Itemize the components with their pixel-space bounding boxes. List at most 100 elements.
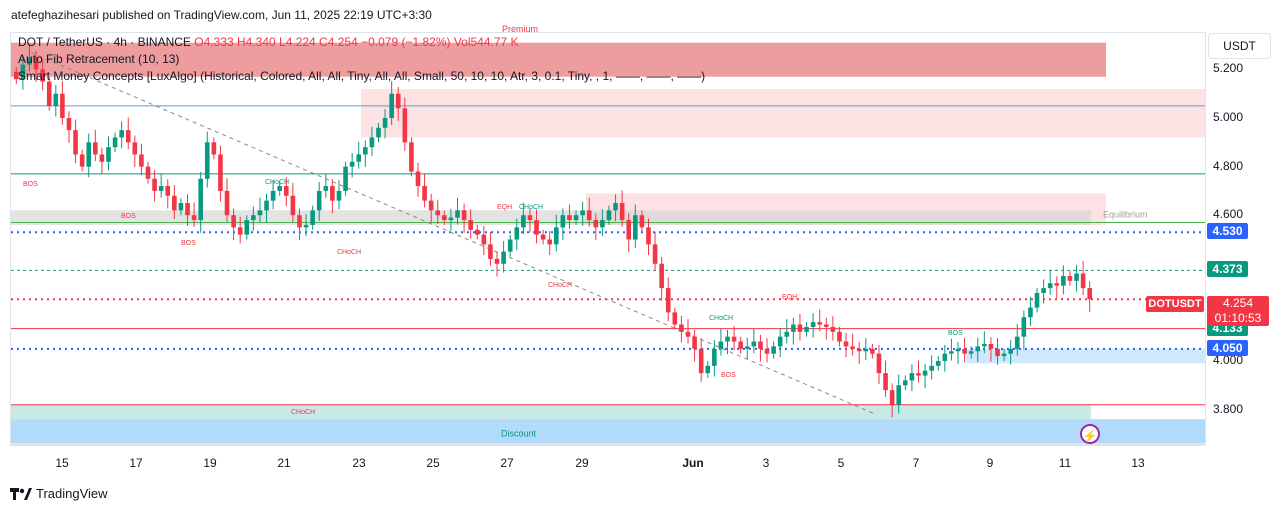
candle-body-47 xyxy=(323,186,329,191)
candle-body-77 xyxy=(521,215,526,228)
tv-logo-icon xyxy=(10,487,32,500)
time-label: 3 xyxy=(762,456,770,470)
zone-supply-1 xyxy=(361,88,1205,138)
candle-body-65 xyxy=(442,215,447,221)
candle-body-138 xyxy=(922,370,928,376)
annotation-eqh: EQH xyxy=(497,204,512,211)
candle-body-100 xyxy=(672,312,678,325)
time-label: 17 xyxy=(129,456,143,470)
candle-body-36 xyxy=(251,215,256,221)
annotation-choch: CHoCH xyxy=(519,204,543,211)
candle-body-159 xyxy=(1061,275,1066,286)
candle-body-26 xyxy=(185,203,190,216)
candle-body-117 xyxy=(784,331,790,337)
candle-body-121 xyxy=(810,322,816,327)
candle-body-111 xyxy=(744,346,750,349)
indicator-fib[interactable]: Auto Fib Retracement (10, 13) xyxy=(18,52,180,66)
candle-body-114 xyxy=(764,348,770,354)
candle-body-135 xyxy=(903,380,908,386)
candle-body-150 xyxy=(1001,353,1007,357)
candle-body-64 xyxy=(435,210,441,216)
candle-body-74 xyxy=(501,251,506,264)
candle-body-24 xyxy=(172,195,177,211)
chart-pane[interactable]: BOS BOS BOS CHoCH CHoCH EQH CHoCH CHoCH EQH CHoCH… xyxy=(10,32,1205,445)
candle-body-130 xyxy=(870,348,875,354)
candle-body-88 xyxy=(593,220,599,228)
symbol-label[interactable]: DOT / TetherUS · 4h · BINANCE xyxy=(18,35,191,49)
candle-body-132 xyxy=(883,373,888,391)
candle-body-151 xyxy=(1008,348,1013,354)
candle-body-58 xyxy=(395,93,401,109)
candle-body-30 xyxy=(211,142,217,155)
candle-body-146 xyxy=(975,346,981,352)
price-level-badge: 4.050 xyxy=(1207,339,1248,356)
candle-body-66 xyxy=(448,217,454,221)
price-tick: 4.000 xyxy=(1213,352,1244,367)
candle-body-29 xyxy=(204,142,210,179)
candle-body-44 xyxy=(303,224,309,228)
candle-body-87 xyxy=(586,210,592,221)
candle-body-49 xyxy=(336,190,342,201)
candle-body-141 xyxy=(942,353,948,361)
candle-body-22 xyxy=(158,186,164,191)
zone-demand-green xyxy=(11,404,1091,420)
candle-body-108 xyxy=(725,336,730,342)
candle-body-119 xyxy=(797,324,803,332)
discount-label: Discount xyxy=(501,428,537,438)
candle-body-154 xyxy=(1028,307,1033,318)
lightning-icon[interactable]: ⚡ xyxy=(1080,424,1100,444)
time-label: 11 xyxy=(1058,456,1072,470)
candle-body-73 xyxy=(494,258,500,264)
candle-body-19 xyxy=(139,154,144,167)
candle-body-57 xyxy=(389,93,394,119)
candle-body-3 xyxy=(33,57,39,70)
candle-body-54 xyxy=(369,137,375,148)
indicator-smc[interactable]: Smart Money Concepts [LuxAlgo] (Historic… xyxy=(18,69,706,83)
candle-body-145 xyxy=(968,351,974,354)
candle-body-45 xyxy=(310,210,315,225)
candle-body-155 xyxy=(1034,292,1040,308)
candle-body-38 xyxy=(264,200,269,211)
time-axis[interactable]: 15 17 19 21 23 25 27 29 Jun 3 5 7 9 11 13 xyxy=(10,445,1205,474)
candle-body-12 xyxy=(93,142,98,155)
candle-body-51 xyxy=(349,161,355,167)
symbol-row[interactable]: DOT / TetherUS · 4h · BINANCE O4.333 H4.… xyxy=(18,34,705,51)
candle-body-153 xyxy=(1021,317,1027,337)
candle-body-78 xyxy=(527,215,533,221)
price-axis[interactable] xyxy=(1205,32,1281,445)
annotation-bos: BOS xyxy=(948,330,963,337)
candle-body-92 xyxy=(619,203,625,221)
time-label: 5 xyxy=(837,456,845,470)
tradingview-logo[interactable]: TradingView xyxy=(10,486,108,501)
price-chart[interactable]: BOS BOS BOS CHoCH CHoCH EQH CHoCH CHoCH EQH CHoCH… xyxy=(11,33,1205,445)
candle-body-113 xyxy=(758,341,763,349)
candle-body-120 xyxy=(804,326,809,332)
candle-body-53 xyxy=(363,147,368,155)
candle-body-39 xyxy=(270,190,276,201)
time-label: 23 xyxy=(352,456,366,470)
candle-body-98 xyxy=(659,263,664,289)
candle-body-48 xyxy=(330,186,335,201)
candle-body-118 xyxy=(791,324,796,332)
currency-button[interactable]: USDT xyxy=(1208,33,1271,59)
time-label: 15 xyxy=(55,456,69,470)
candle-body-91 xyxy=(613,203,618,211)
candle-body-84 xyxy=(567,215,572,221)
annotation-bos: BOS xyxy=(23,181,38,188)
annotation-choch: CHoCH xyxy=(337,249,361,256)
candle-body-10 xyxy=(79,154,85,167)
last-price: 4.254 xyxy=(1222,296,1254,310)
candle-body-17 xyxy=(125,130,131,143)
annotation-choch: CHoCH xyxy=(709,315,733,322)
publisher-line: atefeghazihesari published on TradingVie… xyxy=(11,8,432,22)
candle-body-163 xyxy=(1087,288,1093,300)
candle-body-1 xyxy=(20,64,26,80)
candle-body-31 xyxy=(218,154,223,191)
candle-body-123 xyxy=(823,324,829,327)
candle-body-158 xyxy=(1054,283,1060,286)
candle-body-68 xyxy=(461,210,467,221)
candle-body-34 xyxy=(237,227,243,235)
candle-body-99 xyxy=(665,288,671,313)
candle-body-80 xyxy=(540,234,546,240)
candle-body-106 xyxy=(712,348,717,366)
